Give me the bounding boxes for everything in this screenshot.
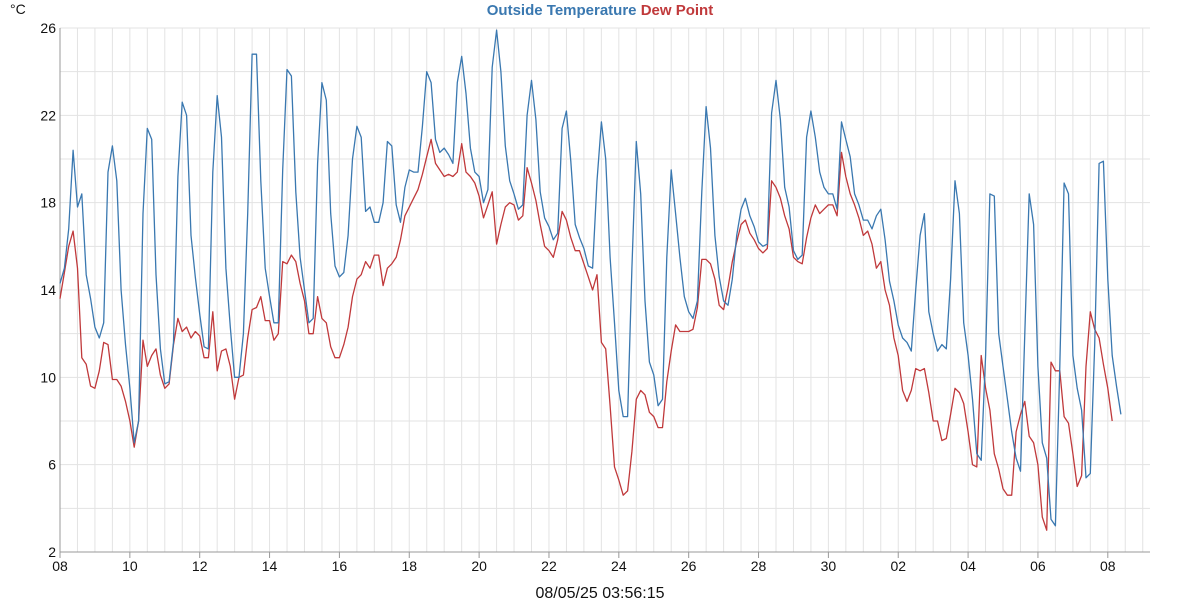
x-tick-label: 26 [681, 558, 697, 574]
x-tick-label: 28 [751, 558, 767, 574]
x-tick-label: 22 [541, 558, 557, 574]
x-tick-label: 08 [52, 558, 68, 574]
y-axis-unit-label: °C [10, 1, 26, 17]
y-tick-label: 26 [40, 20, 56, 36]
y-tick-label: 22 [40, 107, 56, 123]
y-tick-label: 14 [40, 282, 56, 298]
x-tick-label: 18 [401, 558, 417, 574]
series-lines [59, 29, 1122, 531]
title-dew-point: Dew Point [641, 2, 714, 19]
y-tick-label: 10 [40, 369, 56, 385]
outside-temperature-line [59, 29, 1122, 527]
x-tick-label: 24 [611, 558, 627, 574]
x-tick-label: 20 [471, 558, 487, 574]
chart-title: Outside Temperature Dew Point [487, 2, 713, 19]
x-tick-label: 16 [332, 558, 348, 574]
x-tick-label: 14 [262, 558, 278, 574]
x-tick-label: 30 [821, 558, 837, 574]
x-tick-label: 08 [1100, 558, 1116, 574]
x-tick-label: 06 [1030, 558, 1046, 574]
title-outside-temperature: Outside Temperature [487, 2, 637, 19]
y-tick-label: 18 [40, 195, 56, 211]
axes [59, 28, 1150, 558]
x-tick-label: 10 [122, 558, 138, 574]
y-tick-label: 2 [48, 544, 56, 560]
grid [59, 27, 1150, 553]
y-tick-label: 6 [48, 457, 56, 473]
dew-point-line [59, 138, 1113, 531]
x-tick-label: 04 [960, 558, 976, 574]
x-tick-label: 12 [192, 558, 208, 574]
timestamp-footer: 08/05/25 03:56:15 [535, 585, 664, 600]
x-tick-label: 02 [890, 558, 906, 574]
